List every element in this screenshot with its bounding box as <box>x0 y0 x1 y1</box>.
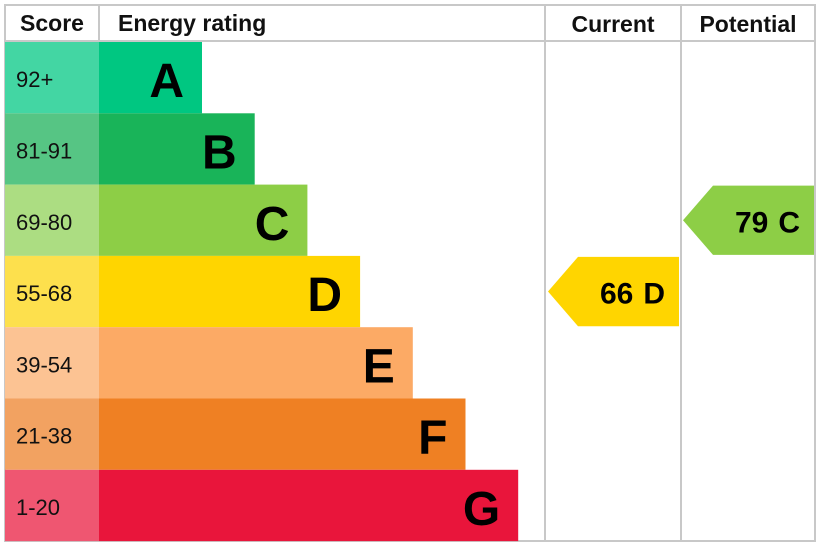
band-bar <box>99 255 361 328</box>
current-arrow <box>548 256 679 327</box>
band-letter: F <box>418 412 447 465</box>
score-range: 1-20 <box>16 495 60 520</box>
grid <box>5 5 815 541</box>
potential-arrow <box>683 185 814 255</box>
header-score: Score <box>20 10 84 36</box>
score-range: 81-91 <box>16 138 72 163</box>
ratings: 66 D 79 C <box>548 185 814 327</box>
score-range: 55-68 <box>16 281 72 306</box>
band-letter: E <box>363 340 395 393</box>
band-bar <box>99 327 413 399</box>
header-rating: Energy rating <box>118 10 266 36</box>
score-cell <box>5 327 99 399</box>
score-cell <box>5 255 99 328</box>
score-cell <box>5 42 99 114</box>
score-range: 39-54 <box>16 352 72 377</box>
band-bar <box>99 398 466 470</box>
header-potential: Potential <box>699 11 796 37</box>
bands: 92+ A 81-91 B 69-80 C 55-68 D 39-54 E 21-38 F 1-20 G <box>5 42 519 542</box>
band-letter: B <box>202 126 237 179</box>
score-range: 92+ <box>16 67 53 92</box>
score-cell <box>5 184 99 256</box>
band-bar <box>99 113 255 185</box>
score-cell <box>5 398 99 470</box>
current-score: 66 <box>600 277 633 310</box>
band-letter: G <box>463 483 500 536</box>
current-rating: 66 D <box>600 277 665 310</box>
band-letter: A <box>149 55 184 108</box>
band-letter: D <box>307 269 342 322</box>
score-cell <box>5 469 99 542</box>
band-bar <box>99 184 308 256</box>
potential-rating: 79 C <box>735 206 800 239</box>
header-current: Current <box>571 11 654 37</box>
current-letter: D <box>643 277 665 310</box>
potential-letter: C <box>778 206 800 239</box>
score-range: 69-80 <box>16 210 72 235</box>
score-cell <box>5 113 99 185</box>
score-range: 21-38 <box>16 424 72 449</box>
band-letter: C <box>255 198 290 251</box>
potential-score: 79 <box>735 206 768 239</box>
band-bar <box>99 42 202 114</box>
band-bar <box>99 469 519 542</box>
